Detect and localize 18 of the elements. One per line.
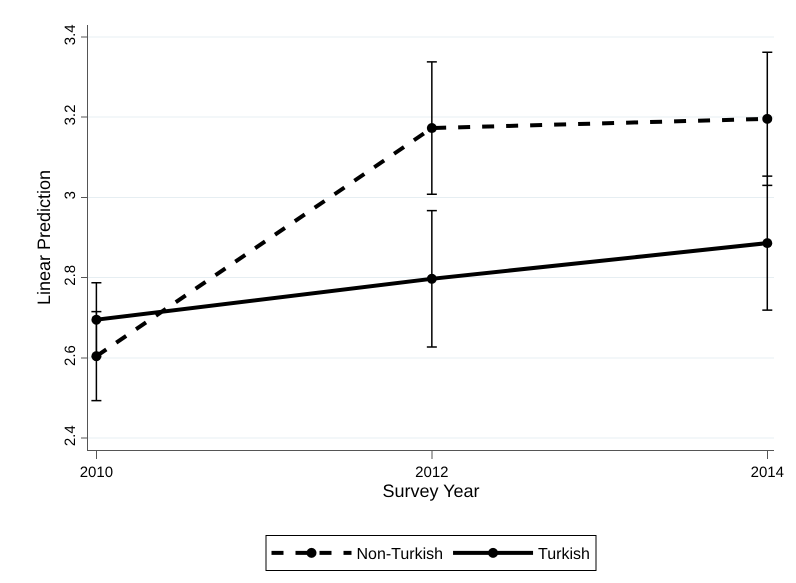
y-tick-label: 3.2 [62, 104, 79, 126]
y-tick-label: 2.4 [62, 425, 79, 446]
point [426, 123, 437, 134]
y-tick-label: 3 [62, 190, 79, 200]
y-tick-label: 2.8 [62, 264, 79, 286]
legend-label: Non-Turkish [356, 546, 444, 564]
x-tick-label: 2014 [750, 464, 784, 481]
x-tick-label: 2010 [80, 464, 114, 481]
y-tick-label: 3.4 [62, 24, 79, 46]
point [91, 314, 102, 325]
point [426, 274, 437, 284]
point [762, 114, 772, 124]
legend-label: Turkish [538, 546, 590, 564]
x-tick-label: 2012 [415, 464, 449, 481]
y-axis-title: Linear Prediction [34, 170, 54, 306]
point [762, 238, 772, 248]
y-tick-label: 2.6 [62, 345, 79, 366]
x-axis-title: Survey Year [382, 481, 480, 501]
